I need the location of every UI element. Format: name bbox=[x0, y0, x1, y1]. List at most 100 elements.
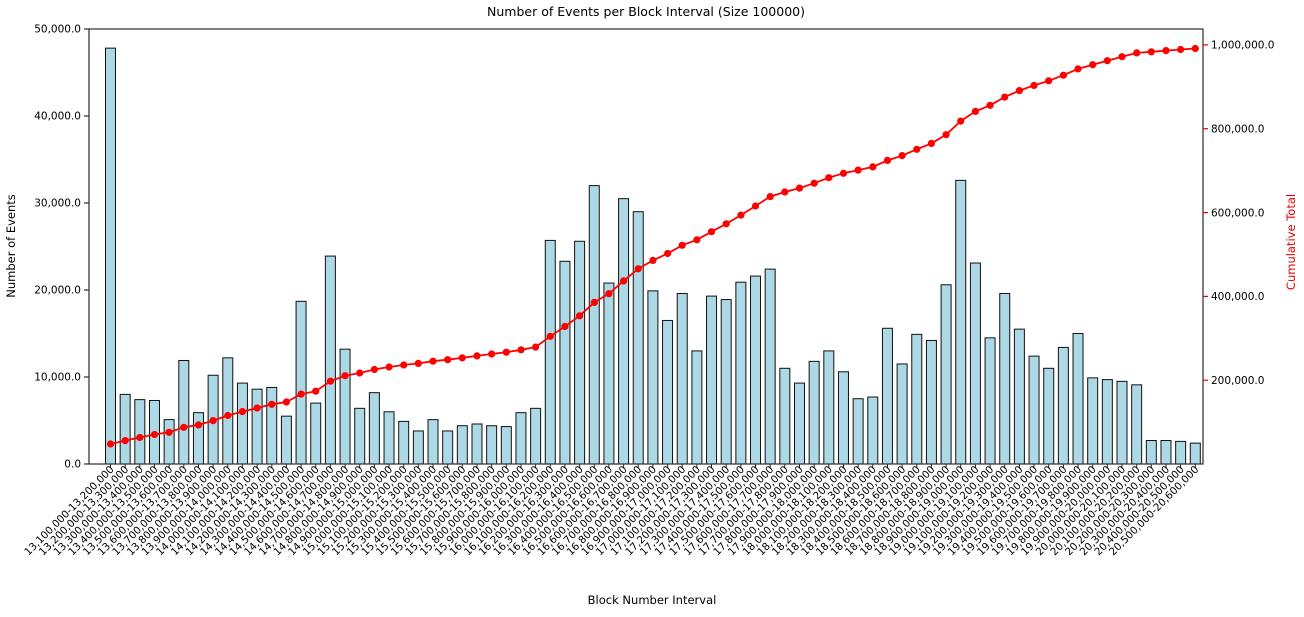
bar bbox=[486, 425, 498, 465]
cumulative-marker bbox=[444, 356, 452, 364]
bar bbox=[852, 398, 864, 465]
cumulative-marker bbox=[722, 220, 730, 228]
cumulative-marker bbox=[150, 430, 159, 439]
cumulative-marker bbox=[1133, 49, 1141, 57]
cumulative-marker bbox=[429, 357, 437, 365]
cumulative-marker bbox=[986, 101, 994, 109]
cumulative-marker bbox=[370, 365, 378, 374]
bar bbox=[1028, 355, 1040, 465]
bar bbox=[940, 284, 952, 465]
cumulative-marker bbox=[385, 363, 393, 371]
y-tick-label-left: 20,000.0 bbox=[34, 285, 81, 297]
cumulative-marker bbox=[253, 404, 261, 412]
cumulative-marker bbox=[927, 139, 936, 147]
cumulative-marker bbox=[737, 211, 745, 219]
cumulative-marker bbox=[957, 117, 965, 125]
cumulative-marker bbox=[224, 411, 232, 420]
bar bbox=[192, 412, 204, 465]
bar bbox=[735, 281, 747, 465]
cumulative-marker bbox=[1089, 61, 1097, 69]
cumulative-marker bbox=[532, 343, 540, 351]
plot-area: 0.0 10,000.0 20,000.0 30,000.0 40,000.0 50,00… bbox=[22, 24, 1274, 558]
bar bbox=[559, 260, 571, 465]
bar bbox=[1043, 367, 1055, 465]
x-axis-label: Block Number Interval bbox=[588, 593, 717, 607]
cumulative-marker bbox=[1191, 44, 1199, 53]
bar bbox=[427, 419, 439, 465]
bar bbox=[632, 211, 644, 465]
bar bbox=[222, 357, 234, 465]
cumulative-marker bbox=[194, 421, 203, 429]
cumulative-marker bbox=[620, 277, 628, 285]
cumulative-marker bbox=[502, 348, 510, 356]
bar bbox=[163, 419, 175, 465]
cumulative-marker bbox=[913, 145, 921, 153]
bar bbox=[1131, 384, 1143, 465]
bar bbox=[266, 386, 278, 465]
bar bbox=[984, 337, 996, 465]
bar bbox=[837, 371, 849, 465]
y-tick-label-right: 600,000.0 bbox=[1211, 207, 1264, 219]
cumulative-marker bbox=[854, 166, 862, 174]
bar bbox=[706, 295, 718, 465]
bar bbox=[603, 282, 615, 465]
bar bbox=[1072, 333, 1084, 465]
y-tick-label-left: 10,000.0 bbox=[34, 372, 81, 384]
cumulative-marker bbox=[576, 312, 584, 320]
bar bbox=[442, 430, 454, 465]
cumulative-markers bbox=[106, 44, 1199, 448]
cumulative-marker bbox=[180, 423, 188, 431]
bar bbox=[368, 392, 380, 465]
cumulative-marker bbox=[810, 179, 818, 187]
x-axis: 13,100,000-13,200,00013,200,000-13,300,0… bbox=[22, 464, 1201, 558]
bar bbox=[1145, 440, 1157, 465]
cumulative-marker bbox=[634, 265, 642, 273]
bar bbox=[1160, 440, 1172, 465]
bar bbox=[119, 393, 131, 465]
cumulative-marker bbox=[312, 387, 320, 395]
bar bbox=[105, 47, 116, 465]
cumulative-marker bbox=[1177, 45, 1185, 54]
cumulative-marker bbox=[766, 193, 774, 201]
cumulative-marker bbox=[1001, 93, 1009, 101]
y-tick-label-right: 800,000.0 bbox=[1211, 123, 1264, 135]
bar bbox=[383, 411, 395, 465]
cumulative-marker bbox=[473, 352, 481, 360]
bar bbox=[398, 420, 410, 465]
y-axis-label-left: Number of Events bbox=[4, 194, 18, 298]
bar bbox=[1189, 442, 1201, 465]
axes-box bbox=[88, 28, 1204, 465]
cumulative-marker bbox=[971, 107, 980, 115]
bar bbox=[750, 275, 762, 465]
cumulative-marker bbox=[106, 440, 115, 448]
cumulative-marker bbox=[165, 428, 173, 436]
cumulative-marker bbox=[561, 322, 569, 331]
cumulative-marker bbox=[400, 361, 408, 369]
cumulative-marker bbox=[825, 174, 833, 182]
cumulative-marker bbox=[883, 156, 892, 164]
cumulative-marker bbox=[546, 332, 554, 340]
bar bbox=[456, 425, 468, 465]
cumulative-marker bbox=[942, 131, 950, 139]
cumulative-marker bbox=[297, 390, 305, 398]
cumulative-marker bbox=[209, 417, 217, 425]
bar bbox=[310, 402, 322, 465]
bar bbox=[808, 360, 820, 465]
bar bbox=[588, 185, 600, 465]
cumulative-marker bbox=[781, 188, 789, 196]
bar bbox=[339, 348, 351, 465]
bar bbox=[530, 407, 542, 465]
bar bbox=[764, 268, 776, 465]
cumulative-marker bbox=[1045, 77, 1053, 85]
bar bbox=[911, 333, 923, 465]
bar bbox=[1087, 377, 1099, 465]
cumulative-marker bbox=[341, 372, 349, 380]
bar bbox=[647, 290, 659, 465]
bar bbox=[793, 382, 805, 465]
bar bbox=[896, 363, 908, 465]
bar bbox=[1013, 328, 1025, 465]
y-axis-left: 0.0 10,000.0 20,000.0 30,000.0 40,000.0 50,00… bbox=[34, 24, 89, 471]
cumulative-marker bbox=[238, 408, 246, 416]
y-tick-label-right: 400,000.0 bbox=[1211, 291, 1264, 303]
